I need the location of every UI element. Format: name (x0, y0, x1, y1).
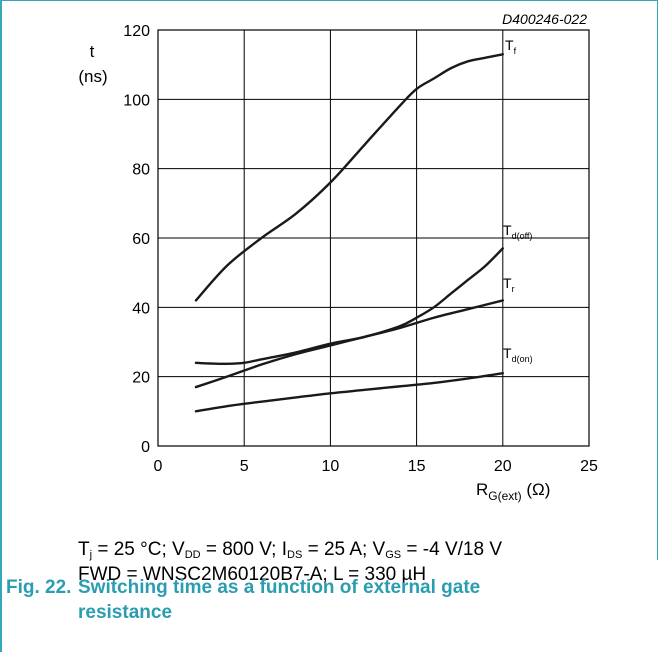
series-label-main: T (503, 275, 512, 291)
x-axis-label: RG(ext) (Ω) (476, 480, 550, 503)
x-tick-label: 15 (408, 458, 426, 475)
x-tick-label: 25 (580, 458, 598, 475)
series-label-subscript: d(off) (512, 231, 533, 241)
caption-title-line-2: resistance (78, 602, 173, 623)
figure-number: Fig. 22. (6, 577, 72, 598)
series-label-subscript: d(on) (512, 354, 533, 364)
series-label: Td(on) (503, 345, 533, 364)
condition-text: = -4 V/18 V (401, 539, 502, 560)
condition-text: = 800 V; I (200, 539, 288, 560)
label-layer: 0 5 10 15 20 25 0 20 40 60 80 100 120 D400246-022 t (ns… (78, 11, 598, 503)
test-conditions-line-2: FWD = WNSC2M60120B7-A; L = 330 µH (78, 564, 427, 585)
y-axis-symbol: t (90, 42, 95, 61)
condition-subscript: DD (184, 549, 201, 561)
frame-top-border (0, 0, 658, 1)
document-id: D400246-022 (502, 11, 587, 27)
series-label-main: T (503, 222, 512, 238)
condition-text: T (78, 539, 90, 560)
series-label-subscript: r (512, 284, 515, 294)
condition-subscript: j (89, 549, 93, 561)
x-tick-label: 0 (154, 458, 163, 475)
series-label-subscript: f (514, 46, 517, 56)
condition-subscript: GS (385, 549, 402, 561)
x-axis-symbol: R (476, 480, 488, 499)
x-tick-label: 20 (494, 458, 512, 475)
x-tick-label: 10 (322, 458, 340, 475)
y-tick-label: 80 (132, 162, 150, 179)
series-label: Tr (503, 275, 515, 294)
condition-subscript: DS (287, 549, 303, 561)
frame-left-border (0, 0, 2, 652)
caption-title-line-1: Switching time as a function of external… (78, 577, 481, 598)
y-tick-label: 40 (132, 300, 150, 317)
series-line-Tdoff (194, 247, 504, 366)
y-tick-label: 120 (123, 23, 150, 40)
plot-frame (157, 29, 590, 447)
x-axis-subscript: G(ext) (488, 489, 521, 503)
x-axis-unit: (Ω) (522, 480, 551, 499)
y-tick-label: 60 (132, 231, 150, 248)
y-axis-unit: (ns) (78, 67, 107, 86)
axes (157, 29, 590, 447)
condition-text: = 25 °C; V (92, 539, 185, 560)
y-tick-label: 0 (141, 439, 150, 456)
series-label-main: T (505, 37, 514, 53)
series-label: Td(off) (503, 222, 532, 241)
series-label-main: T (503, 345, 512, 361)
condition-text: = 25 A; V (302, 539, 386, 560)
series-line-Tr (194, 299, 504, 389)
y-tick-label: 100 (123, 92, 150, 109)
test-conditions-line-1: Tj = 25 °C; VDD = 800 V; IDS = 25 A; VGS… (78, 538, 502, 562)
series-label: Tf (505, 37, 517, 56)
series-line-Tdon (194, 372, 504, 413)
series-layer (194, 53, 504, 413)
x-tick-label: 5 (240, 458, 249, 475)
switching-time-chart: 0 5 10 15 20 25 0 20 40 60 80 100 120 D400246-022 t (ns… (78, 11, 598, 503)
y-tick-label: 20 (132, 370, 150, 387)
figure-caption: Fig. 22. Switching time as a function of … (6, 575, 606, 625)
series-line-Tf (194, 53, 504, 302)
